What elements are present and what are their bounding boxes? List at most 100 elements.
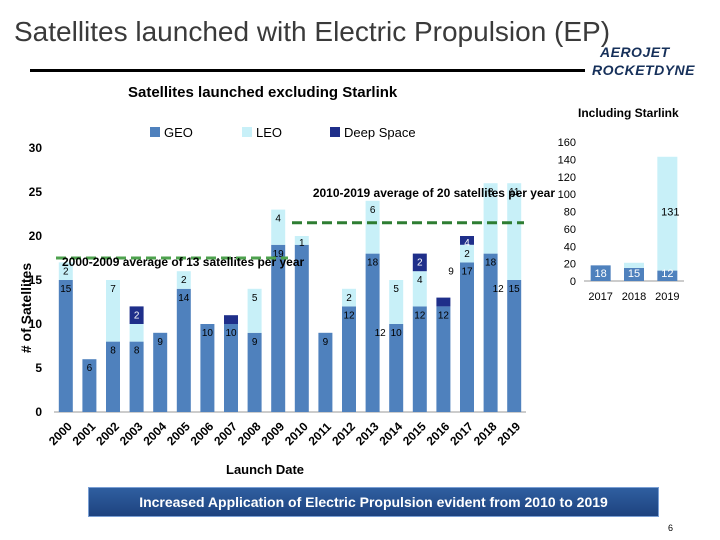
footer-text: Increased Application of Electric Propul…	[139, 494, 608, 510]
bar-leo-2019	[507, 183, 522, 280]
inset-y-tick-label: 140	[558, 154, 576, 166]
data-label-geo: 12	[343, 310, 355, 321]
inset-y-tick-label: 160	[558, 137, 576, 149]
data-label-geo: 8	[134, 346, 140, 357]
y-tick-label: 0	[35, 405, 42, 419]
bar-geo-2003	[129, 341, 144, 412]
y-tick-label: 20	[29, 229, 43, 243]
bar-leo-2012	[342, 288, 356, 307]
data-label-geo: 9	[157, 337, 163, 348]
x-tick-label: 2001	[70, 419, 99, 448]
bar-leo-2013	[365, 200, 380, 254]
data-label-leo: 5	[252, 293, 258, 304]
extra-data-label: 9	[448, 266, 454, 277]
bar-leo-2010	[294, 236, 309, 245]
bar-leo-2003	[129, 324, 144, 342]
data-label-geo: 12	[414, 310, 426, 321]
footer-banner: Increased Application of Electric Propul…	[88, 487, 659, 517]
data-label-leo: 5	[393, 284, 399, 295]
bar-deep-space-2015	[412, 253, 427, 272]
y-tick-label: 30	[29, 141, 43, 155]
legend-label: LEO	[256, 125, 282, 140]
bar-leo-2015	[412, 271, 427, 307]
x-tick-label: 2004	[140, 419, 169, 448]
bar-geo-2015	[412, 306, 427, 412]
bar-geo-2013	[365, 253, 380, 412]
data-label-leo: 2	[464, 249, 470, 260]
bar-deep-space-2016	[436, 297, 451, 307]
bar-geo-2010	[294, 244, 309, 412]
data-label-geo: 15	[509, 284, 521, 295]
x-axis-title: Launch Date	[226, 462, 305, 477]
inset-x-tick-label: 2019	[655, 291, 679, 303]
x-tick-label: 2012	[329, 419, 358, 448]
legend-swatch-leo	[242, 127, 252, 137]
data-label-geo: 6	[87, 363, 93, 374]
x-tick-label: 2018	[471, 419, 500, 448]
data-label-geo: 8	[110, 346, 116, 357]
bar-leo-2002	[106, 280, 120, 342]
inset-chart-title: Including Starlink	[578, 106, 679, 120]
data-label-leo: 11	[509, 187, 520, 198]
bar-leo-2018	[483, 183, 498, 254]
data-label-geo: 10	[391, 328, 403, 339]
x-tick-label: 2007	[211, 419, 240, 448]
data-label-leo: 6	[370, 205, 376, 216]
data-label-leo: 2	[346, 293, 352, 304]
x-tick-label: 2008	[235, 419, 264, 448]
data-label-geo: 14	[178, 293, 190, 304]
bar-geo-2018	[483, 253, 498, 412]
data-label-geo: 9	[252, 337, 258, 348]
extra-data-label: 12	[375, 328, 387, 339]
page-number: 6	[668, 523, 674, 533]
bar-deep-space-2003	[129, 306, 144, 324]
bar-geo-2001	[82, 359, 97, 412]
data-label-geo: 18	[485, 258, 497, 269]
inset-top-label: 131	[661, 207, 679, 219]
bar-geo-2006	[200, 324, 215, 412]
title-underline	[30, 69, 585, 72]
bar-leo-2014	[389, 280, 404, 324]
inset-data-label: 15	[628, 268, 640, 280]
extra-data-label: 12	[493, 284, 505, 295]
data-label-geo: 17	[461, 266, 473, 277]
x-tick-label: 2017	[447, 419, 476, 448]
bar-geo-2019	[507, 280, 522, 412]
data-label-deep-space: 2	[134, 310, 140, 321]
page-title: Satellites launched with Electric Propul…	[14, 16, 611, 47]
company-logo: AEROJET ROCKETDYNE	[592, 42, 712, 82]
legend-label: GEO	[164, 125, 193, 140]
x-tick-label: 2011	[306, 420, 335, 449]
legend-label: Deep Space	[344, 125, 416, 140]
legend-swatch-deep-space	[330, 127, 340, 137]
x-tick-label: 2016	[424, 419, 453, 448]
inset-data-label: 18	[595, 268, 607, 280]
bar-geo-2014	[389, 324, 404, 412]
bar-deep-space-2007	[224, 315, 238, 324]
data-label-leo: 2	[63, 266, 69, 277]
inset-x-tick-label: 2018	[622, 291, 646, 303]
main-chart-title: Satellites launched excluding Starlink	[128, 84, 398, 101]
bar-leo-2008	[247, 288, 262, 333]
inset-y-tick-label: 60	[564, 224, 576, 236]
x-tick-label: 2019	[494, 419, 523, 448]
logo-text-line1: AEROJET	[600, 44, 670, 60]
average-label-2000s: 2000-2009 average of 13 satellites per y…	[62, 255, 304, 269]
x-tick-label: 2009	[258, 419, 287, 448]
bar-geo-2000	[58, 280, 73, 412]
legend-swatch-geo	[150, 127, 160, 137]
x-tick-label: 2005	[164, 419, 193, 448]
data-label-geo: 15	[60, 284, 72, 295]
bar-geo-2011	[318, 332, 333, 412]
data-label-deep-space: 4	[464, 238, 470, 249]
inset-y-tick-label: 120	[558, 172, 576, 184]
y-tick-label: 15	[29, 273, 43, 287]
data-label-leo: 4	[275, 214, 281, 225]
inset-y-tick-label: 0	[570, 276, 576, 288]
inset-y-tick-label: 100	[558, 189, 576, 201]
y-tick-label: 10	[29, 317, 43, 331]
data-label-geo: 12	[438, 310, 450, 321]
data-label-leo: 1	[299, 238, 305, 249]
bar-deep-space-2017	[460, 236, 474, 245]
